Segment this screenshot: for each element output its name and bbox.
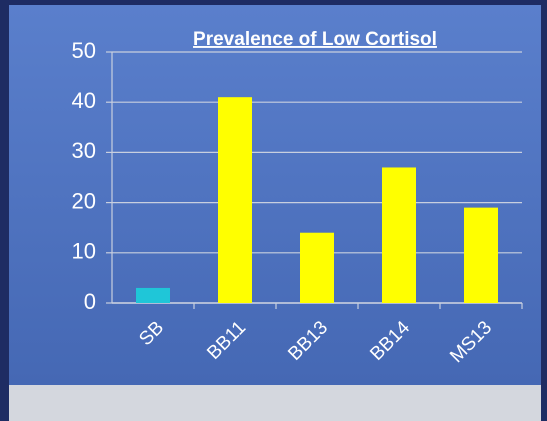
y-tick-label: 10 [72,239,96,264]
y-tick-label: 40 [72,88,96,113]
bar [136,287,170,303]
bottom-strip [9,385,541,421]
y-tick-label: 0 [84,289,96,314]
chart-title: Prevalence of Low Cortisol [193,29,437,50]
y-tick-label: 30 [72,138,96,163]
plot-background [9,5,541,385]
y-tick-label: 20 [72,188,96,213]
y-tick-label: 50 [72,38,96,63]
bar [382,167,416,303]
bar [300,232,334,303]
bar [218,97,252,304]
bar [464,207,498,303]
